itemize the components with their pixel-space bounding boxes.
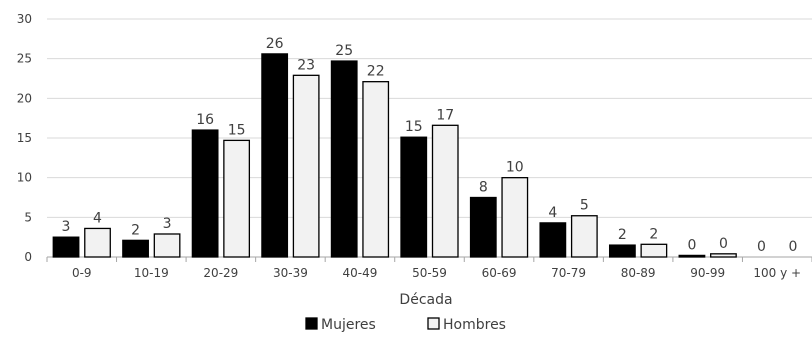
x-tick-label: 10-19 — [134, 266, 169, 280]
y-tick-label: 5 — [24, 210, 32, 224]
data-label: 0 — [687, 237, 696, 253]
y-tick-label: 30 — [17, 12, 32, 26]
bar-mujeres — [52, 236, 80, 258]
y-tick-label: 10 — [17, 171, 32, 185]
data-label: 2 — [618, 227, 627, 243]
data-label: 10 — [506, 160, 524, 176]
bar-hombres — [223, 139, 251, 258]
bar-mujeres — [469, 196, 497, 258]
data-label: 15 — [228, 122, 246, 138]
bar-hombres — [570, 215, 598, 258]
data-label: 0 — [757, 239, 766, 255]
legend-swatch-mujeres — [305, 317, 318, 330]
data-label: 5 — [580, 198, 589, 214]
bar-mujeres — [400, 136, 428, 258]
bar-mujeres — [608, 244, 636, 258]
data-label: 8 — [479, 180, 488, 196]
bars — [52, 53, 737, 258]
bar-hombres — [640, 243, 668, 258]
bar-hombres — [710, 253, 737, 258]
y-tick-label: 0 — [24, 250, 32, 264]
data-label: 17 — [436, 107, 454, 123]
x-tick-label: 50-59 — [412, 266, 447, 280]
gridlines — [47, 18, 812, 218]
data-label: 23 — [297, 57, 315, 73]
data-label: 25 — [335, 43, 353, 59]
legend: Mujeres Hombres — [305, 317, 506, 333]
data-label: 0 — [789, 239, 798, 255]
y-tick-label: 20 — [17, 91, 32, 105]
legend-label-mujeres: Mujeres — [321, 317, 376, 333]
bar-hombres — [84, 227, 111, 258]
data-label: 26 — [266, 36, 284, 52]
x-tick-label: 20-29 — [203, 266, 238, 280]
x-tick-label: 90-99 — [690, 266, 725, 280]
bar-mujeres — [539, 222, 567, 258]
x-tick-label: 80-89 — [621, 266, 656, 280]
legend-label-hombres: Hombres — [443, 317, 506, 333]
bar-hombres — [153, 233, 181, 258]
data-label: 22 — [367, 64, 385, 80]
x-tick-label: 100 y + — [753, 266, 801, 280]
x-tick-label: 30-39 — [273, 266, 308, 280]
x-tick-label: 70-79 — [551, 266, 586, 280]
x-tick-label: 0-9 — [72, 266, 92, 280]
data-label: 2 — [649, 226, 658, 242]
data-label: 4 — [548, 205, 557, 221]
data-label: 15 — [405, 119, 423, 135]
x-tick-label: 60-69 — [482, 266, 517, 280]
x-tick-label: 40-49 — [343, 266, 378, 280]
x-axis-title: Década — [399, 292, 452, 308]
bar-hombres — [501, 177, 529, 258]
bar-hombres — [431, 124, 459, 258]
bar-mujeres — [678, 254, 706, 258]
data-label: 3 — [62, 219, 71, 235]
data-label: 0 — [719, 236, 728, 252]
data-label: 3 — [163, 216, 172, 232]
bar-hombres — [292, 74, 320, 258]
bar-mujeres — [261, 53, 289, 258]
bar-mujeres — [122, 239, 149, 258]
data-label: 16 — [196, 112, 214, 128]
bar-hombres — [362, 81, 390, 258]
data-label: 2 — [131, 222, 140, 238]
data-label: 4 — [93, 210, 102, 226]
bar-mujeres — [191, 129, 219, 258]
y-tick-label: 25 — [17, 52, 32, 66]
bar-mujeres — [330, 60, 358, 258]
legend-swatch-hombres — [427, 317, 440, 330]
y-tick-label: 15 — [17, 131, 32, 145]
